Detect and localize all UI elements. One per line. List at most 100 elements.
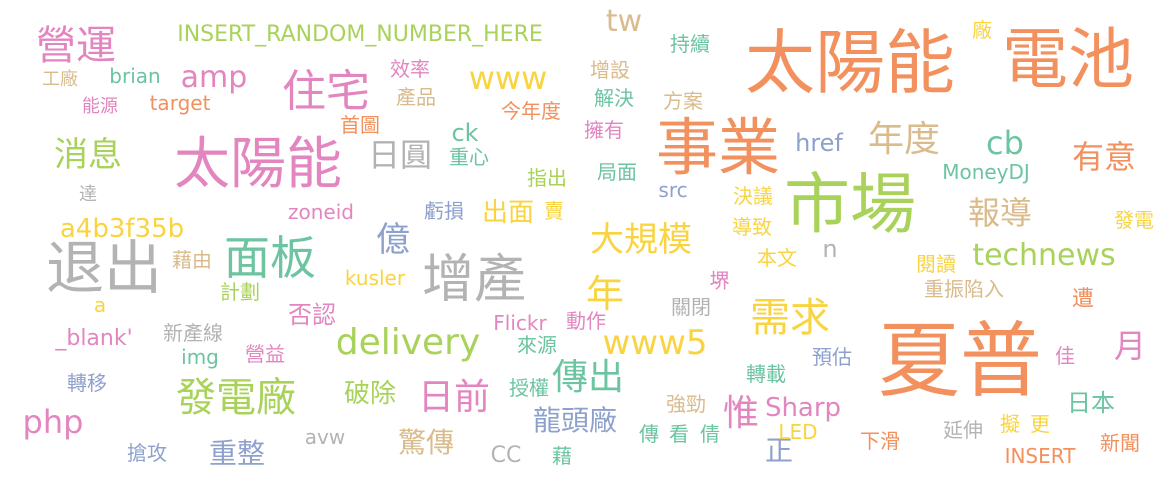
word-daozhi: 導致 xyxy=(732,215,772,239)
word-daguimo: 大規模 xyxy=(590,220,692,260)
word-chumian: 出面 xyxy=(481,198,535,228)
word-chongzheng: 重整 xyxy=(208,437,266,470)
word-php: php xyxy=(22,403,84,441)
word-yuedu: 閱讀 xyxy=(916,252,956,276)
word-brian: brian xyxy=(109,64,161,88)
word-insert: INSERT xyxy=(1004,444,1076,468)
word-zhongxin: 重心 xyxy=(449,145,489,169)
word-xiapu: 夏普 xyxy=(877,314,1043,409)
word-qiangjin: 強勁 xyxy=(666,392,706,416)
word-chang: 廠 xyxy=(972,18,992,42)
word-yingyun: 營運 xyxy=(36,23,116,69)
word-ck: ck xyxy=(451,119,479,147)
word-shoutu: 首圖 xyxy=(340,113,380,137)
word-geng: 更 xyxy=(1030,412,1050,436)
word-kuisun: 虧損 xyxy=(424,199,464,223)
word-jumian: 局面 xyxy=(597,160,637,184)
word-href: href xyxy=(795,129,843,157)
word-da: 達 xyxy=(79,184,97,205)
word-jingchuan: 驚傳 xyxy=(397,426,455,459)
word-zengshe: 增設 xyxy=(590,58,630,82)
word-src: src xyxy=(658,178,688,202)
word-taiyangneng: 太陽能 xyxy=(174,132,342,197)
word-qianggong: 搶攻 xyxy=(127,441,167,465)
word-insert-random: INSERT_RANDOM_NUMBER_HERE xyxy=(177,22,543,47)
word-xuqiu: 需求 xyxy=(750,295,830,341)
word-avw: avw xyxy=(304,425,346,449)
word-cb: cb xyxy=(986,124,1024,162)
word-taiyangneng-big: 太陽能 xyxy=(745,22,955,104)
word-zao: 遭 xyxy=(1071,287,1095,312)
word-jie: 藉 xyxy=(552,444,572,468)
word-tuichu: 退出 xyxy=(45,234,163,302)
word-www5: www5 xyxy=(602,323,708,363)
word-a4b3f35b: a4b3f35b xyxy=(59,214,185,244)
word-fangan: 方案 xyxy=(663,89,703,113)
word-yi: 億 xyxy=(376,220,410,260)
word-nian: 年 xyxy=(585,272,625,316)
word-jia: 佳 xyxy=(1055,344,1075,368)
word-ni: 擬 xyxy=(1000,412,1020,436)
word-n: n xyxy=(822,235,838,263)
word-zheng: 正 xyxy=(764,434,794,467)
word-zhuanyi: 轉移 xyxy=(67,371,107,395)
word-chuanchu: 傳出 xyxy=(551,357,625,398)
word-technews: technews xyxy=(972,238,1116,273)
word-target: target xyxy=(149,91,211,115)
word-led: LED xyxy=(778,420,818,444)
word-zhuanzai: 轉載 xyxy=(746,362,786,386)
word-gongchang: 工廠 xyxy=(42,69,78,90)
word-amp: amp xyxy=(180,60,248,95)
word-zhuzhai: 住宅 xyxy=(282,66,370,117)
word-jieyou: 藉由 xyxy=(172,248,212,272)
word-jihua: 計劃 xyxy=(220,280,260,304)
word-riqian: 日前 xyxy=(417,377,491,418)
word-zoneid: zoneid xyxy=(288,200,354,224)
word-sharp: Sharp xyxy=(764,393,842,423)
word-niandu: 年度 xyxy=(867,119,941,160)
word-mai: 賣 xyxy=(544,199,564,223)
word-mianban: 面板 xyxy=(224,231,316,285)
word-flickr: Flickr xyxy=(493,311,547,335)
word-fadian: 發電 xyxy=(1114,208,1154,232)
word-shouquan: 授權 xyxy=(509,376,549,400)
word-qian: 倩 xyxy=(700,422,720,446)
word-tw: tw xyxy=(605,4,643,39)
word-longtouchang: 龍頭廠 xyxy=(532,404,618,437)
word-dongzuo: 動作 xyxy=(566,309,606,333)
word-jinniandu: 今年度 xyxy=(501,99,561,123)
word-kan: 看 xyxy=(669,422,689,446)
word-fadianchang: 發電廠 xyxy=(176,375,296,421)
word-yanshen: 延伸 xyxy=(943,418,983,442)
word-posu: 破除 xyxy=(343,379,397,409)
word-shiye: 事業 xyxy=(655,111,781,184)
word-youyi: 有意 xyxy=(1071,138,1137,176)
word-xiaolv: 效率 xyxy=(390,57,430,81)
word-blank: _blank' xyxy=(55,326,133,351)
word-yue: 月 xyxy=(1113,327,1147,365)
word-dianchi: 電池 xyxy=(1002,21,1134,98)
word-baodao: 報導 xyxy=(967,194,1033,232)
word-fouren: 否認 xyxy=(288,301,336,329)
word-riben: 日本 xyxy=(1067,389,1115,417)
word-guanbi: 關閉 xyxy=(671,295,711,319)
word-xinchanxian: 新產線 xyxy=(163,321,223,345)
word-zhichu: 指出 xyxy=(527,166,567,190)
word-nengyuan: 能源 xyxy=(82,96,118,117)
word-wei: 惟 xyxy=(722,393,760,434)
word-chanpin: 產品 xyxy=(396,85,436,109)
word-jiejue: 解決 xyxy=(594,86,634,110)
word-chixu: 持續 xyxy=(670,32,710,56)
word-img: img xyxy=(181,345,219,369)
word-cc: CC xyxy=(490,443,522,468)
word-zhongzhen: 重振陷入 xyxy=(924,277,1004,301)
word-shichang: 市場 xyxy=(784,166,916,243)
word-riyuan: 日圓 xyxy=(367,136,433,174)
word-jueyi: 決議 xyxy=(733,184,773,208)
word-yingyi: 營益 xyxy=(245,342,285,366)
word-www: www xyxy=(468,59,548,97)
word-kusler: kusler xyxy=(344,266,406,290)
word-chuan: 傳 xyxy=(639,422,659,446)
word-delivery: delivery xyxy=(335,322,481,363)
